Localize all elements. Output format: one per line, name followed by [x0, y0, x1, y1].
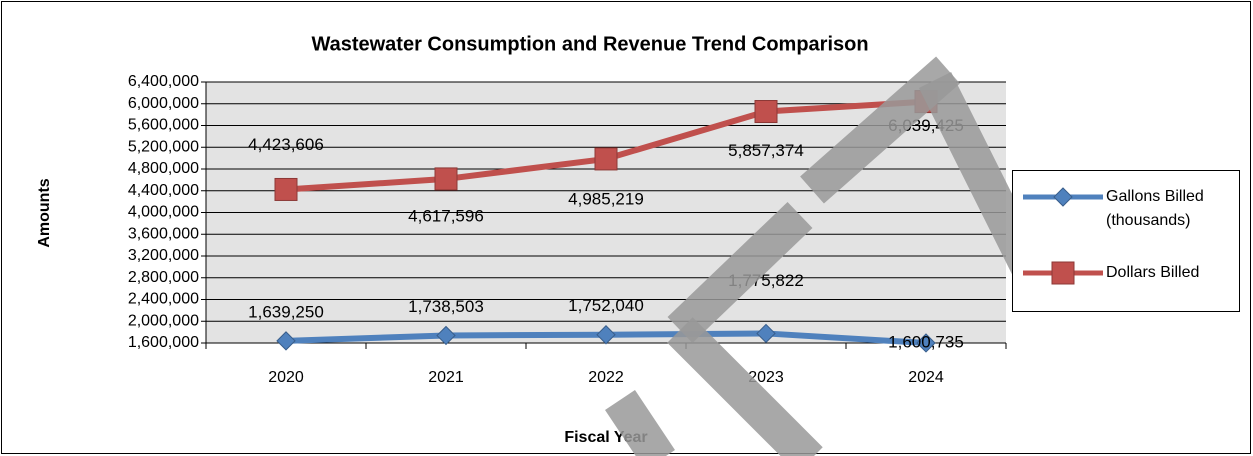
marker — [274, 177, 298, 201]
legend-item: Dollars Billed — [1013, 261, 1239, 309]
y-tick-label: 6,000,000 — [128, 95, 199, 112]
x-tick-label: 2024 — [908, 369, 944, 386]
y-tick-label: 5,600,000 — [128, 117, 199, 134]
y-tick-label: 4,800,000 — [128, 160, 199, 177]
chart-title: Wastewater Consumption and Revenue Trend… — [311, 33, 868, 55]
y-tick-label: 4,400,000 — [128, 182, 199, 199]
legend-label: Gallons Billed (thousands) — [1106, 188, 1204, 229]
x-tick-label: 2022 — [588, 369, 624, 386]
x-tick-label: 2020 — [268, 369, 304, 386]
y-tick-label: 1,600,000 — [128, 334, 199, 351]
legend: Gallons Billed (thousands) Dollars Bille… — [1012, 170, 1240, 312]
y-tick-label: 4,000,000 — [128, 204, 199, 221]
marker — [276, 331, 296, 351]
data-label: 1,752,040 — [568, 296, 644, 315]
y-tick-label: 5,200,000 — [128, 138, 199, 155]
marker — [436, 325, 456, 346]
marker — [434, 167, 458, 191]
legend-swatch — [1023, 187, 1103, 207]
x-tick-label: 2021 — [428, 369, 464, 386]
y-tick-label: 2,000,000 — [128, 312, 199, 329]
y-tick-label: 2,800,000 — [128, 269, 199, 286]
marker — [1051, 261, 1075, 285]
legend-label: Dollars Billed — [1106, 264, 1200, 281]
y-tick-label: 3,200,000 — [128, 247, 199, 264]
y-tick-label: 3,600,000 — [128, 225, 199, 242]
data-label: 5,857,374 — [728, 141, 804, 160]
y-tick-label: 2,400,000 — [128, 291, 199, 308]
y-axis-title: Amounts — [36, 178, 53, 247]
legend-item: Gallons Billed (thousands) — [1013, 185, 1239, 233]
y-tick-label: 6,400,000 — [128, 73, 199, 90]
data-label: 4,985,219 — [568, 189, 644, 208]
data-label: 4,617,596 — [408, 206, 484, 225]
marker — [756, 323, 776, 344]
data-label: 4,423,606 — [248, 135, 324, 154]
data-label: 1,600,735 — [888, 332, 964, 351]
marker — [594, 147, 618, 171]
marker — [596, 325, 616, 345]
data-label: 1,738,503 — [408, 297, 484, 316]
legend-swatch — [1023, 261, 1103, 285]
marker — [1053, 187, 1073, 207]
marker — [916, 333, 936, 353]
marker — [754, 100, 778, 124]
data-label: 1,639,250 — [248, 302, 324, 321]
